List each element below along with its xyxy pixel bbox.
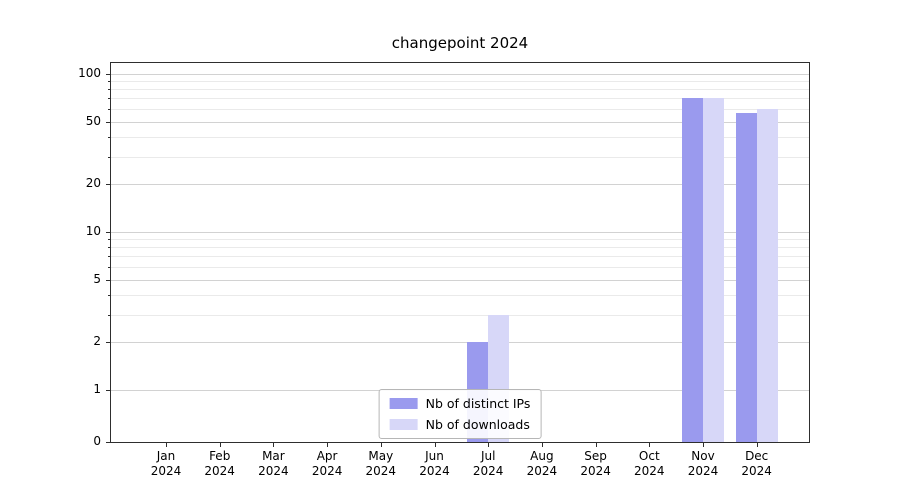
- y-tick-label-2: 2: [93, 334, 101, 349]
- bar-nb-of-distinct-ips-dec-2024: [735, 112, 757, 442]
- y-minor-tick-mark-40: [108, 136, 110, 138]
- y-tick-mark-5: [106, 279, 110, 281]
- x-tick-mark-sep-2024: [595, 443, 597, 447]
- x-tick-mark-jan-2024: [166, 443, 167, 447]
- gridline-y-2: [111, 342, 809, 344]
- x-tick-mark-apr-2024: [327, 443, 329, 447]
- x-tick-mark-mar-2024: [273, 443, 275, 447]
- y-minor-tick-mark-90: [108, 81, 110, 83]
- x-tick-label-may-2024: May 2024: [365, 449, 397, 478]
- y-tick-label-100: 100: [78, 66, 101, 80]
- y-tick-mark-10: [106, 232, 110, 233]
- x-tick-label-oct-2024: Oct 2024: [634, 449, 665, 478]
- y-tick-label-10: 10: [85, 224, 101, 238]
- y-minor-tick-mark-3: [108, 314, 110, 316]
- gridline-y-90: [111, 81, 809, 83]
- bar-nb-of-downloads-dec-2024: [756, 109, 778, 442]
- x-tick-mark-dec-2024: [756, 443, 758, 447]
- x-tick-mark-aug-2024: [541, 443, 543, 447]
- y-tick-mark-1: [106, 390, 110, 391]
- x-tick-mark-feb-2024: [219, 443, 221, 447]
- y-tick-mark-0: [106, 442, 110, 443]
- y-tick-mark-2: [106, 342, 110, 344]
- y-tick-mark-50: [106, 121, 110, 123]
- gridline-y-4: [111, 294, 809, 296]
- legend-item-nb-of-distinct-ips: Nb of distinct IPs: [389, 396, 531, 411]
- x-tick-mark-jun-2024: [434, 443, 436, 447]
- y-minor-tick-mark-6: [108, 267, 110, 269]
- gridline-y-10: [111, 232, 809, 233]
- y-minor-tick-mark-4: [108, 294, 110, 296]
- y-minor-tick-mark-70: [108, 98, 110, 100]
- x-tick-mark-may-2024: [380, 443, 382, 447]
- x-tick-label-jan-2024: Jan 2024: [150, 449, 182, 478]
- gridline-y-5: [111, 279, 809, 281]
- y-tick-label-0: 0: [93, 434, 101, 448]
- x-tick-label-nov-2024: Nov 2024: [687, 449, 719, 478]
- gridline-y-80: [111, 89, 809, 91]
- legend-label-nb-of-downloads: Nb of downloads: [425, 417, 530, 432]
- gridline-y-8: [111, 247, 809, 249]
- x-tick-label-aug-2024: Aug 2024: [526, 449, 558, 478]
- y-minor-tick-mark-60: [108, 109, 110, 111]
- gridline-y-3: [111, 314, 809, 316]
- gridline-y-70: [111, 98, 809, 100]
- y-tick-label-20: 20: [85, 176, 101, 191]
- gridline-y-50: [111, 121, 809, 123]
- y-minor-tick-mark-8: [108, 247, 110, 249]
- x-tick-mark-oct-2024: [649, 443, 651, 447]
- y-minor-tick-mark-30: [108, 156, 110, 158]
- gridline-y-40: [111, 136, 809, 138]
- x-tick-label-jul-2024: Jul 2024: [472, 449, 504, 478]
- x-tick-mark-nov-2024: [703, 443, 704, 447]
- y-tick-label-1: 1: [93, 382, 101, 396]
- y-tick-label-5: 5: [93, 271, 101, 286]
- legend: Nb of distinct IPs Nb of downloads: [378, 389, 542, 439]
- gridline-y-9: [111, 239, 809, 241]
- gridline-y-20: [111, 184, 809, 186]
- y-tick-mark-20: [106, 184, 110, 186]
- legend-swatch-nb-of-downloads: [389, 419, 418, 430]
- legend-item-nb-of-downloads: Nb of downloads: [389, 417, 531, 432]
- y-tick-label-50: 50: [85, 113, 101, 128]
- chart-title: changepoint 2024: [391, 34, 529, 52]
- x-tick-label-mar-2024: Mar 2024: [258, 449, 289, 478]
- y-minor-tick-mark-9: [108, 239, 110, 241]
- legend-swatch-nb-of-distinct-ips: [389, 398, 418, 409]
- y-tick-mark-100: [106, 74, 110, 75]
- x-tick-label-jun-2024: Jun 2024: [419, 449, 450, 478]
- gridline-y-30: [111, 156, 809, 158]
- x-tick-label-apr-2024: Apr 2024: [311, 449, 343, 478]
- x-tick-mark-jul-2024: [488, 443, 490, 447]
- y-minor-tick-mark-7: [108, 256, 110, 258]
- gridline-y-60: [111, 109, 809, 111]
- gridline-y-7: [111, 256, 809, 258]
- legend-label-nb-of-distinct-ips: Nb of distinct IPs: [425, 396, 531, 411]
- y-minor-tick-mark-80: [108, 89, 110, 91]
- x-tick-label-feb-2024: Feb 2024: [204, 449, 235, 478]
- bar-nb-of-distinct-ips-nov-2024: [682, 98, 703, 442]
- bar-nb-of-downloads-nov-2024: [703, 98, 724, 442]
- plot-area: Nb of distinct IPs Nb of downloads: [110, 62, 810, 443]
- x-tick-label-dec-2024: Dec 2024: [741, 449, 772, 478]
- gridline-y-100: [111, 74, 809, 75]
- gridline-y-6: [111, 267, 809, 269]
- x-tick-label-sep-2024: Sep 2024: [580, 449, 611, 478]
